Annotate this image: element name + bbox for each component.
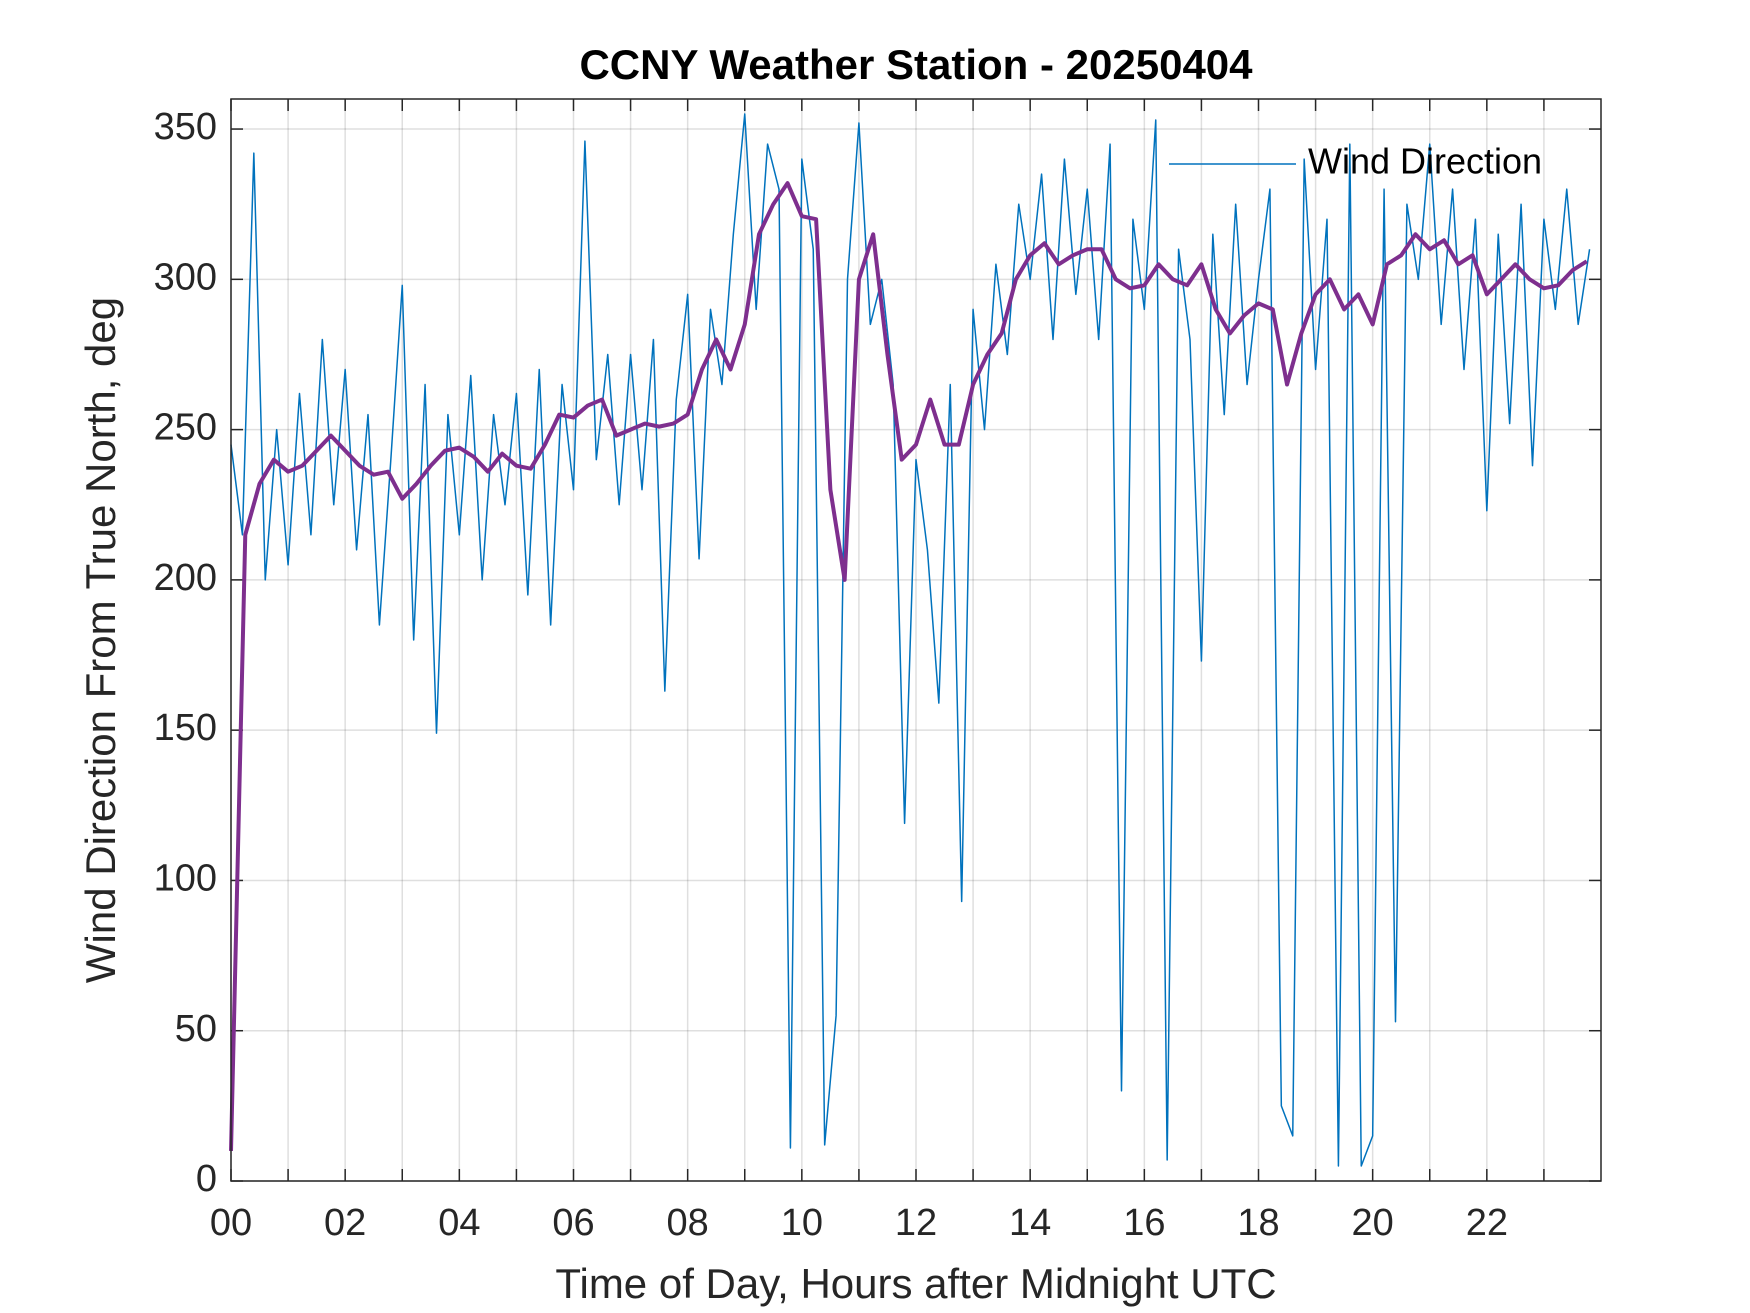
x-tick-label: 06	[552, 1202, 594, 1244]
x-tick-label: 04	[438, 1202, 480, 1244]
y-tick-label: 200	[154, 557, 217, 599]
x-tick-label: 12	[895, 1202, 937, 1244]
x-axis-label: Time of Day, Hours after Midnight UTC	[555, 1260, 1276, 1307]
y-tick-label: 100	[154, 857, 217, 899]
y-tick-label: 150	[154, 707, 217, 749]
x-tick-label: 20	[1352, 1202, 1394, 1244]
y-tick-label: 250	[154, 407, 217, 449]
plot-box	[230, 98, 1602, 1182]
x-tick-label: 18	[1237, 1202, 1279, 1244]
x-tick-label: 16	[1123, 1202, 1165, 1244]
x-tick-label: 08	[667, 1202, 709, 1244]
x-tick-label: 02	[324, 1202, 366, 1244]
y-tick-label: 0	[196, 1158, 217, 1200]
x-tick-label: 22	[1466, 1202, 1508, 1244]
x-tick-label: 14	[1009, 1202, 1051, 1244]
data-line	[230, 113, 1591, 1167]
y-tick-label: 350	[154, 106, 217, 148]
y-tick-label: 300	[154, 256, 217, 298]
legend-label: Wind Direction	[1308, 141, 1542, 182]
y-axis-label: Wind Direction From True North, deg	[77, 297, 124, 983]
chart-title: CCNY Weather Station - 20250404	[579, 41, 1253, 88]
y-tick-label: 50	[175, 1008, 217, 1050]
x-tick-label: 10	[781, 1202, 823, 1244]
data-line	[229, 181, 1588, 1151]
x-tick-label: 00	[210, 1202, 252, 1244]
